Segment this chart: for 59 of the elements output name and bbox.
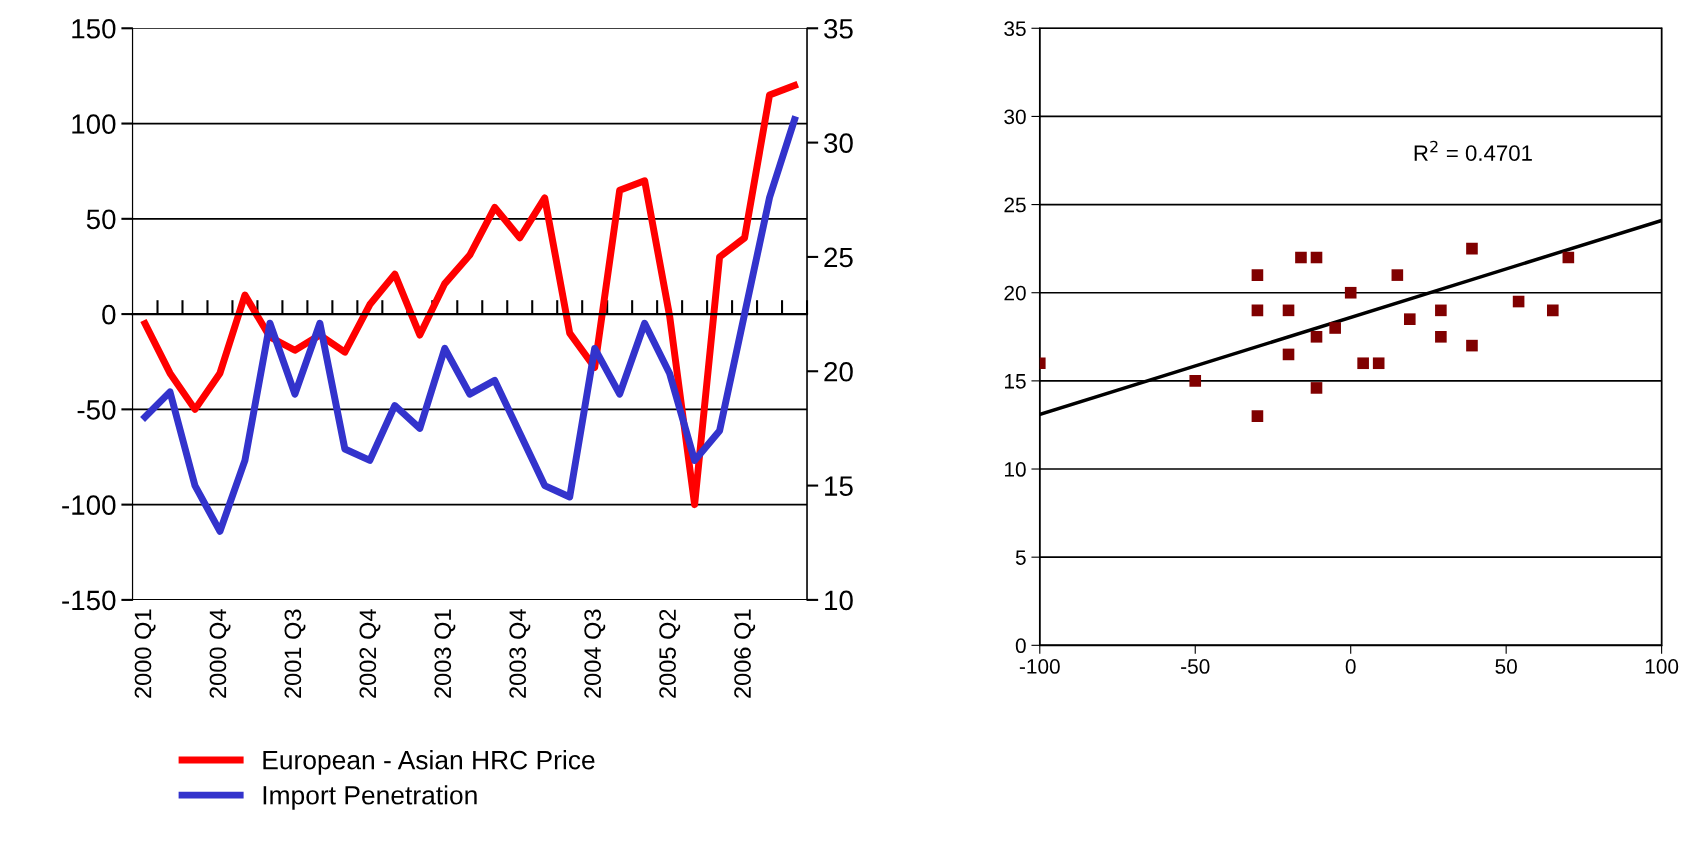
x-tick-label: 2001 Q3 bbox=[284, 609, 306, 698]
y-tick-label: 35 bbox=[1004, 21, 1026, 37]
point bbox=[1310, 251, 1323, 264]
point bbox=[1466, 242, 1478, 255]
y2-tick-label: 15 bbox=[825, 476, 853, 496]
point bbox=[1282, 348, 1295, 361]
point bbox=[1512, 295, 1525, 308]
x-tick-label: 2003 Q4 bbox=[509, 609, 531, 698]
x-tick-label: 2002 Q4 bbox=[359, 609, 381, 698]
point bbox=[1562, 251, 1575, 264]
y-tick-label: 150 bbox=[72, 18, 116, 39]
point bbox=[1372, 357, 1385, 370]
y-tick-label: 5 bbox=[1015, 550, 1026, 565]
y-tick-label: -100 bbox=[62, 495, 116, 515]
y-tick-label: -150 bbox=[62, 590, 116, 611]
y-tick-label: 15 bbox=[1005, 374, 1026, 389]
x-tick-label: 2006 Q1 bbox=[734, 609, 756, 698]
x-tick-label: 0 bbox=[1345, 659, 1356, 674]
point bbox=[1310, 330, 1323, 343]
point bbox=[1251, 304, 1264, 317]
point bbox=[1466, 339, 1478, 352]
point bbox=[1391, 269, 1404, 281]
y2-tick-label: 25 bbox=[824, 247, 853, 268]
point bbox=[1282, 304, 1295, 317]
point bbox=[1251, 410, 1264, 422]
x-tick-label: 2003 Q1 bbox=[434, 609, 456, 698]
x-tick-label: 2000 Q1 bbox=[134, 609, 156, 698]
point bbox=[1329, 322, 1341, 334]
legend-label: Import Penetration bbox=[263, 785, 477, 810]
y-tick-label: 20 bbox=[1004, 285, 1026, 301]
x-tick-label: 2004 Q3 bbox=[584, 609, 606, 698]
annotation: R$^{2}$ = 0.4701 bbox=[1414, 140, 1532, 161]
x-tick-label: 2000 Q4 bbox=[209, 609, 231, 698]
point bbox=[1547, 304, 1559, 317]
y-tick-label: 50 bbox=[86, 209, 116, 230]
legend-label: European - Asian HRC Price bbox=[263, 750, 595, 775]
point bbox=[1251, 269, 1264, 281]
y2-tick-label: 35 bbox=[824, 18, 853, 39]
y-tick-label: 10 bbox=[1005, 462, 1026, 477]
point bbox=[1310, 382, 1323, 394]
point bbox=[1403, 313, 1416, 325]
point bbox=[1357, 357, 1369, 370]
y2-tick-label: 10 bbox=[825, 590, 853, 611]
y2-tick-label: 30 bbox=[824, 133, 853, 153]
y-tick-label: 30 bbox=[1004, 109, 1026, 125]
x-tick-label: 2005 Q2 bbox=[659, 609, 681, 698]
point bbox=[1295, 251, 1307, 264]
x-tick-label: 50 bbox=[1495, 659, 1517, 674]
y-tick-label: 100 bbox=[72, 114, 116, 134]
x-tick-label: -50 bbox=[1181, 659, 1210, 674]
y2-tick-label: 20 bbox=[824, 361, 853, 382]
y-tick-label: 25 bbox=[1004, 197, 1026, 213]
point bbox=[1189, 375, 1202, 387]
y-tick-label: 0 bbox=[102, 304, 116, 325]
point bbox=[1435, 330, 1447, 343]
point bbox=[1344, 286, 1357, 299]
x-tick-label: 100 bbox=[1645, 659, 1679, 674]
point bbox=[1435, 304, 1447, 317]
y-tick-label: -50 bbox=[77, 400, 116, 420]
